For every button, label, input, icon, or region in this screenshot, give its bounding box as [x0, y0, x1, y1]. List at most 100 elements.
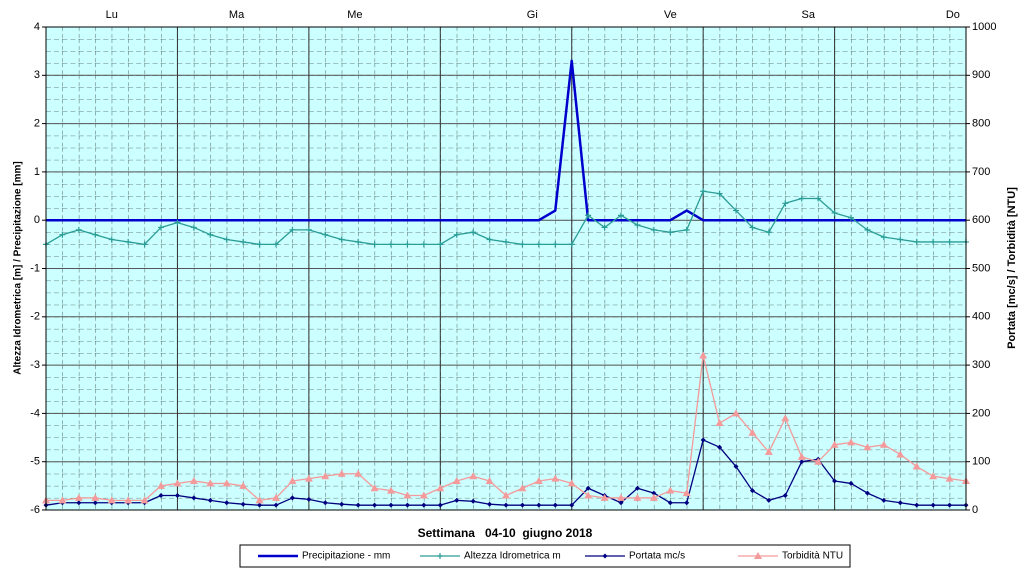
series-line: [46, 59, 966, 222]
y-tick-label: -3: [30, 359, 40, 371]
marker: [633, 493, 642, 501]
marker: [222, 479, 231, 487]
marker: [764, 448, 773, 456]
x-tick-label: Gi: [527, 9, 538, 21]
marker: [946, 238, 953, 245]
y2-tick-label: 1000: [972, 21, 996, 33]
marker: [437, 502, 443, 508]
marker: [863, 443, 872, 451]
legend-label: Precipitazione - mm: [302, 551, 390, 562]
y-tick-label: -5: [30, 456, 40, 468]
marker: [189, 477, 198, 485]
marker: [107, 496, 116, 504]
marker: [667, 500, 673, 506]
marker: [454, 497, 460, 503]
marker: [388, 241, 394, 248]
marker: [552, 241, 559, 248]
marker: [157, 481, 165, 489]
marker: [273, 241, 279, 248]
marker: [272, 493, 280, 501]
marker: [223, 236, 230, 243]
marker: [569, 502, 575, 508]
marker: [76, 500, 82, 506]
marker: [551, 474, 560, 482]
marker: [387, 486, 395, 494]
marker: [782, 493, 788, 499]
marker: [124, 496, 133, 504]
marker: [289, 495, 295, 501]
y-tick-label: 3: [34, 69, 40, 81]
marker: [733, 207, 739, 214]
marker: [600, 493, 609, 501]
marker: [798, 195, 805, 202]
marker: [699, 351, 708, 359]
marker: [781, 414, 790, 422]
marker: [469, 472, 478, 480]
marker: [486, 236, 493, 243]
marker: [306, 496, 312, 502]
marker: [848, 214, 854, 221]
marker: [585, 485, 591, 491]
marker: [618, 212, 624, 219]
x-tick-label: Lu: [106, 9, 118, 21]
marker: [191, 495, 197, 501]
marker: [354, 469, 363, 477]
marker: [913, 238, 920, 245]
marker: [487, 501, 493, 507]
marker: [421, 502, 427, 508]
marker: [880, 234, 887, 241]
x-tick-label: Do: [946, 9, 960, 21]
marker: [74, 493, 83, 501]
marker: [947, 502, 953, 508]
marker: [584, 491, 593, 499]
legend-label: Torbidità NTU: [782, 551, 843, 562]
marker: [503, 502, 509, 508]
x-tick-label: Me: [347, 9, 362, 21]
marker: [535, 241, 542, 248]
marker: [847, 438, 855, 446]
marker: [338, 236, 345, 243]
marker: [896, 450, 905, 458]
marker: [140, 496, 149, 504]
marker: [305, 226, 312, 233]
marker: [700, 437, 706, 443]
y-tick-label: -1: [30, 262, 40, 274]
y2-tick-label: 800: [972, 118, 990, 130]
marker: [240, 501, 246, 507]
marker: [634, 485, 640, 491]
marker: [831, 209, 838, 216]
marker: [700, 188, 707, 195]
y2-tick-label: 900: [972, 69, 990, 81]
marker: [420, 241, 427, 248]
marker: [58, 496, 67, 504]
marker: [684, 500, 690, 506]
marker: [355, 502, 361, 508]
marker: [912, 462, 921, 470]
marker: [59, 231, 66, 238]
marker: [602, 553, 608, 559]
y2-tick-label: 600: [972, 214, 990, 226]
marker: [206, 479, 215, 487]
marker: [453, 231, 460, 238]
y2-tick-label: 500: [972, 262, 990, 274]
marker: [288, 477, 297, 485]
marker: [158, 493, 164, 499]
marker: [437, 241, 444, 248]
marker: [470, 498, 476, 504]
marker: [683, 226, 690, 233]
marker: [452, 477, 461, 485]
marker: [797, 452, 806, 460]
marker: [634, 222, 641, 229]
marker: [372, 502, 378, 508]
y2-tick-label: 400: [972, 311, 990, 323]
x-tick-label: Ve: [664, 9, 677, 21]
marker: [92, 231, 99, 238]
marker: [304, 474, 313, 482]
marker: [864, 490, 870, 496]
y-tick-label: 2: [34, 118, 40, 130]
marker: [355, 238, 362, 245]
marker: [158, 224, 164, 231]
marker: [470, 229, 477, 236]
marker: [749, 488, 755, 494]
